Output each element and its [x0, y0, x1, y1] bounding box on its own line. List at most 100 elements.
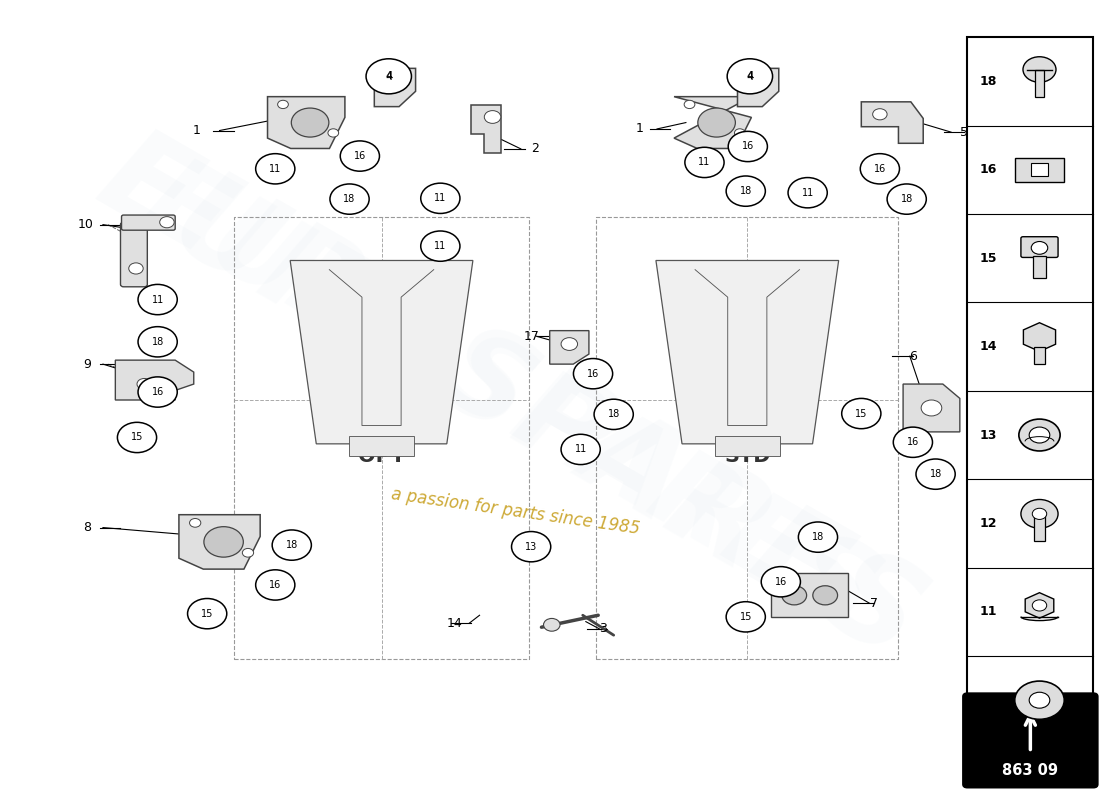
Text: 15: 15: [131, 433, 143, 442]
Circle shape: [277, 100, 288, 109]
Circle shape: [371, 62, 406, 90]
Text: 18: 18: [607, 410, 619, 419]
Text: 4: 4: [980, 694, 989, 706]
Text: 2: 2: [531, 142, 539, 155]
Polygon shape: [1023, 322, 1056, 351]
Text: 6: 6: [909, 350, 916, 362]
Circle shape: [387, 78, 403, 90]
Text: 18: 18: [980, 75, 997, 88]
Text: 18: 18: [343, 194, 355, 204]
Text: 16: 16: [741, 142, 754, 151]
Text: 16: 16: [587, 369, 600, 378]
Polygon shape: [374, 68, 416, 106]
Text: 15: 15: [980, 252, 997, 265]
Text: 8: 8: [84, 521, 91, 534]
Text: 5: 5: [960, 126, 968, 138]
FancyBboxPatch shape: [1034, 346, 1045, 364]
Circle shape: [272, 530, 311, 560]
FancyBboxPatch shape: [121, 222, 147, 286]
FancyBboxPatch shape: [1031, 163, 1047, 176]
Text: STD: STD: [724, 446, 770, 466]
Circle shape: [1032, 600, 1047, 611]
Text: 16: 16: [354, 151, 366, 161]
Text: 4: 4: [385, 71, 392, 82]
Text: 1: 1: [192, 124, 201, 137]
Circle shape: [118, 422, 156, 453]
Circle shape: [751, 78, 766, 90]
Circle shape: [138, 285, 177, 314]
Circle shape: [543, 618, 560, 631]
Text: 16: 16: [270, 580, 282, 590]
Circle shape: [728, 131, 768, 162]
Circle shape: [921, 400, 942, 416]
Circle shape: [733, 62, 768, 90]
Polygon shape: [290, 261, 473, 444]
Text: 15: 15: [201, 609, 213, 618]
Text: 3: 3: [600, 622, 607, 635]
Polygon shape: [861, 102, 923, 143]
Polygon shape: [737, 68, 779, 106]
Text: OPT: OPT: [358, 446, 405, 466]
Circle shape: [138, 378, 152, 390]
Circle shape: [328, 129, 339, 137]
Text: 14: 14: [980, 340, 997, 353]
FancyBboxPatch shape: [967, 38, 1093, 744]
Text: 11: 11: [698, 158, 711, 167]
Circle shape: [916, 459, 955, 490]
Text: 11: 11: [574, 445, 586, 454]
Text: 16: 16: [873, 164, 886, 174]
FancyBboxPatch shape: [1035, 70, 1044, 98]
Text: 18: 18: [901, 194, 913, 204]
Polygon shape: [1025, 593, 1054, 618]
Circle shape: [1014, 681, 1065, 719]
FancyBboxPatch shape: [964, 694, 1098, 787]
Circle shape: [573, 358, 613, 389]
Text: 13: 13: [525, 542, 537, 552]
Text: 11: 11: [802, 188, 814, 198]
Circle shape: [799, 522, 837, 552]
Circle shape: [813, 586, 837, 605]
Polygon shape: [550, 330, 588, 364]
Text: 10: 10: [77, 218, 94, 231]
Polygon shape: [179, 514, 261, 569]
Circle shape: [684, 100, 695, 109]
Circle shape: [189, 518, 201, 527]
FancyBboxPatch shape: [349, 436, 415, 456]
Circle shape: [893, 427, 933, 458]
Text: 14: 14: [447, 617, 463, 630]
Polygon shape: [903, 384, 960, 432]
Polygon shape: [471, 105, 502, 153]
Circle shape: [138, 377, 177, 407]
Text: 11: 11: [434, 194, 447, 203]
Circle shape: [255, 154, 295, 184]
Circle shape: [366, 58, 411, 94]
Circle shape: [292, 108, 329, 137]
FancyBboxPatch shape: [715, 436, 780, 456]
Text: 4: 4: [746, 70, 754, 83]
Text: 12: 12: [980, 517, 997, 530]
Text: 15: 15: [855, 409, 868, 418]
Circle shape: [138, 326, 177, 357]
Text: 9: 9: [84, 358, 91, 370]
Polygon shape: [116, 360, 194, 400]
FancyBboxPatch shape: [1033, 256, 1046, 278]
Circle shape: [685, 147, 724, 178]
Circle shape: [1030, 427, 1049, 443]
Text: 4: 4: [747, 71, 754, 82]
Text: 11: 11: [980, 606, 997, 618]
Text: 16: 16: [774, 577, 786, 586]
Text: 15: 15: [739, 612, 752, 622]
Text: 18: 18: [812, 532, 824, 542]
Circle shape: [727, 58, 772, 94]
FancyBboxPatch shape: [121, 215, 175, 230]
Circle shape: [1023, 57, 1056, 82]
Text: 18: 18: [286, 540, 298, 550]
Circle shape: [420, 231, 460, 262]
Circle shape: [860, 154, 900, 184]
Circle shape: [735, 129, 745, 137]
FancyBboxPatch shape: [1021, 237, 1058, 258]
Circle shape: [484, 110, 500, 123]
Text: EUROSPARES: EUROSPARES: [126, 147, 894, 653]
Circle shape: [594, 399, 634, 430]
Circle shape: [1019, 419, 1060, 451]
